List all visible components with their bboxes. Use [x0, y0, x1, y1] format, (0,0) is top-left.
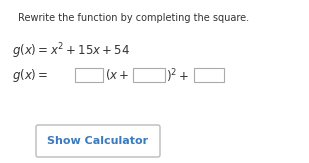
Text: $(x+$: $(x+$	[105, 67, 129, 82]
Text: $g(x) = $: $g(x) = $	[12, 67, 49, 84]
Bar	[75, 68, 103, 82]
Text: $)^2+$: $)^2+$	[166, 67, 189, 85]
Text: Show Calculator: Show Calculator	[48, 136, 149, 146]
Bar	[194, 68, 224, 82]
Text: $g(x) = x^2 + 15x + 54$: $g(x) = x^2 + 15x + 54$	[12, 41, 130, 61]
Text: Rewrite the function by completing the square.: Rewrite the function by completing the s…	[18, 13, 249, 23]
FancyBboxPatch shape	[36, 125, 160, 157]
Bar	[133, 68, 165, 82]
